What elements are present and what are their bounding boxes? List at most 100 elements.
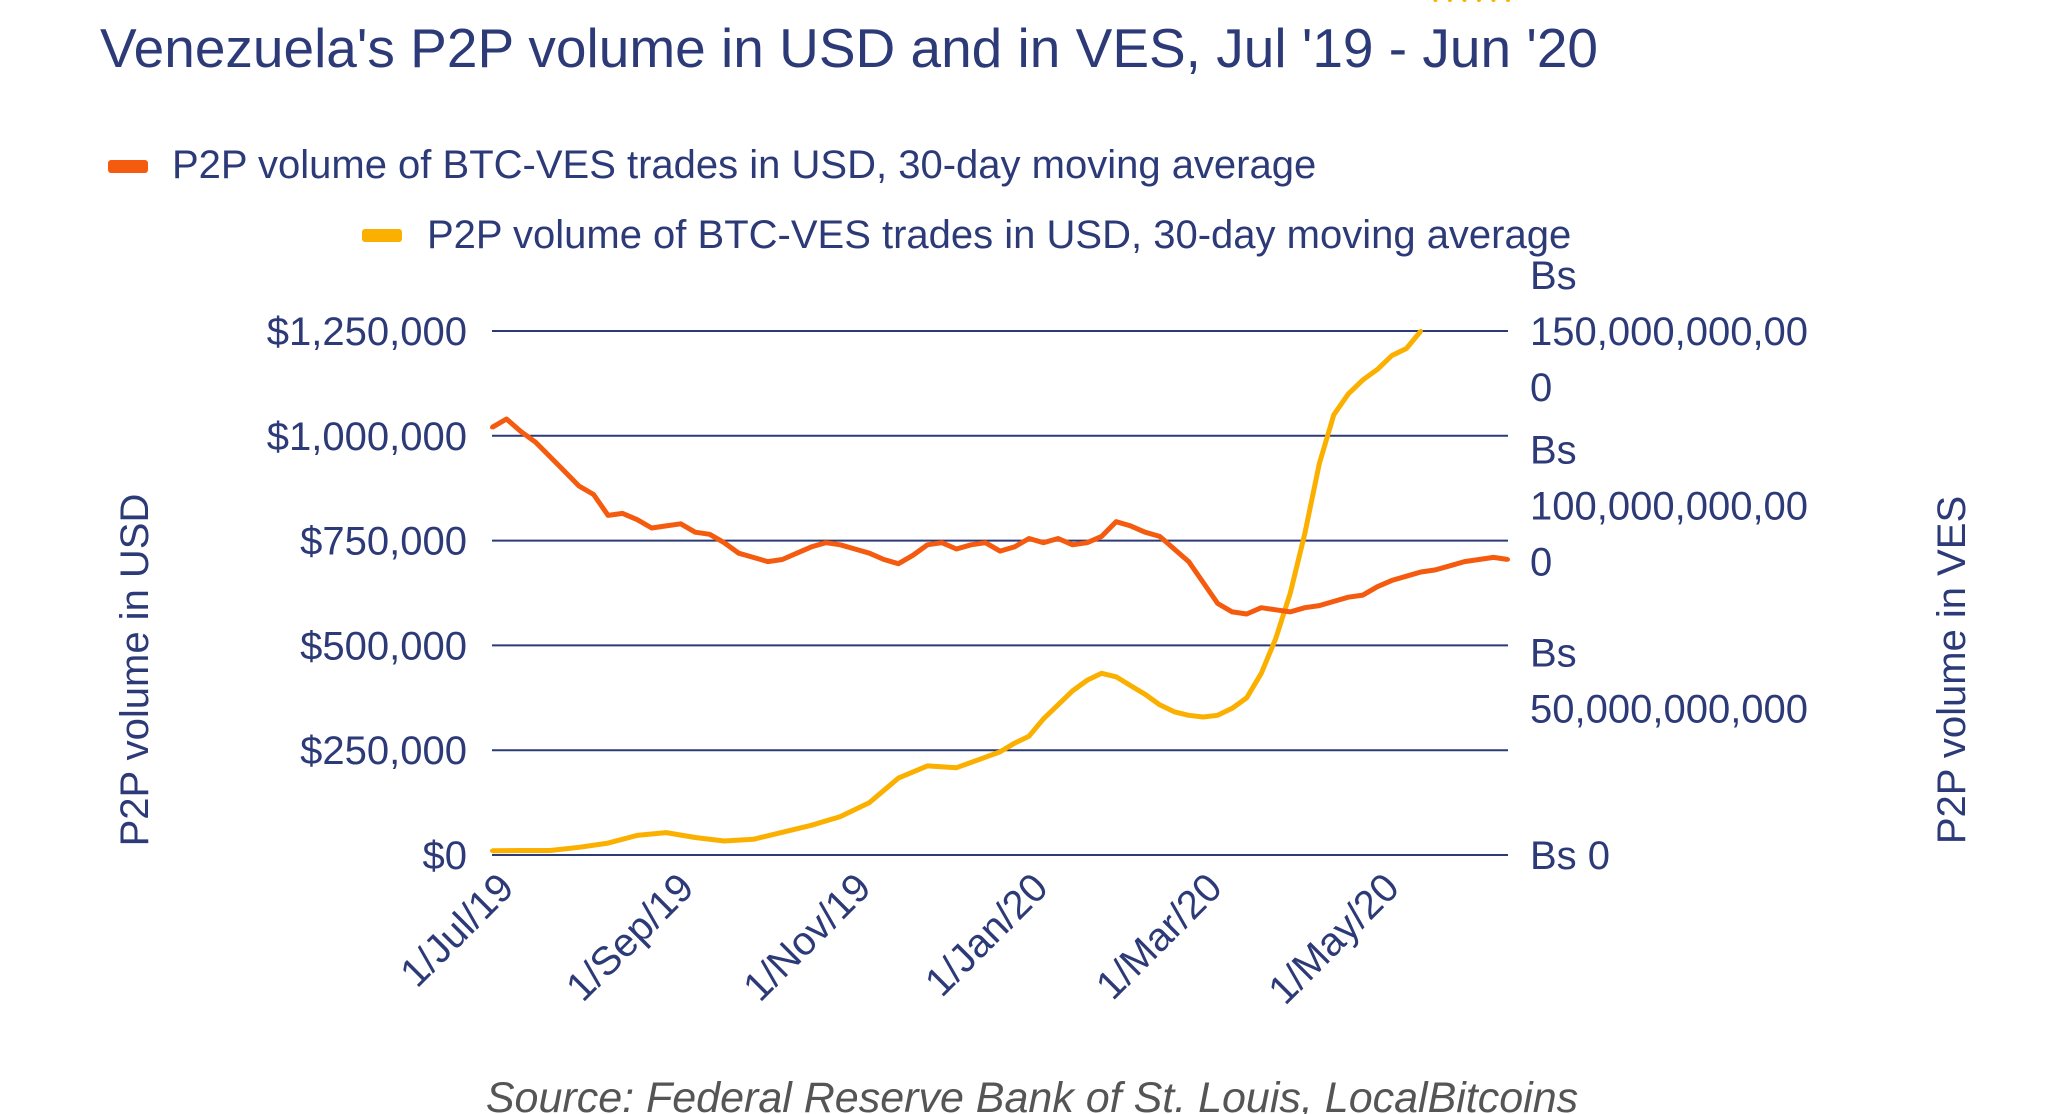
data-point-usd — [751, 555, 756, 560]
data-point-usd — [533, 440, 538, 445]
data-point-ves — [1056, 702, 1061, 707]
data-point-ves — [1230, 706, 1235, 711]
data-point-usd — [1186, 559, 1191, 564]
series-line-ves — [491, 329, 1423, 854]
data-point-ves — [548, 848, 553, 853]
y-right-tick-label: Bs — [1530, 254, 1577, 298]
data-point-usd — [664, 523, 669, 528]
data-point-usd — [852, 546, 857, 551]
data-point-usd — [1360, 593, 1365, 598]
y-left-tick-label: $250,000 — [300, 729, 467, 773]
y-right-tick-label: Bs 0 — [1530, 834, 1610, 878]
legend-swatch-ves — [362, 229, 402, 242]
legend-label-usd: P2P volume of BTC-VES trades in USD, 30-… — [172, 143, 1316, 187]
data-point-usd — [1331, 599, 1336, 604]
data-point-usd — [577, 484, 582, 489]
data-point-ves — [867, 800, 872, 805]
data-point-usd — [998, 549, 1002, 554]
data-point-ves — [1259, 671, 1264, 676]
data-point-ves — [1012, 741, 1017, 746]
data-point-ves — [1360, 377, 1365, 382]
data-point-ves — [1099, 671, 1104, 676]
data-point-ves — [664, 830, 669, 835]
data-point-usd — [504, 417, 509, 422]
data-point-ves — [490, 848, 494, 853]
data-point-usd — [765, 559, 770, 564]
data-point-ves — [998, 749, 1002, 754]
data-point-ves — [1201, 715, 1206, 720]
data-point-ves — [983, 755, 988, 760]
data-point-ves — [1186, 713, 1191, 718]
data-point-usd — [1273, 607, 1278, 612]
gridlines — [492, 330, 1508, 856]
data-point-usd — [1070, 542, 1075, 547]
data-point-usd — [1201, 580, 1206, 585]
y-left-tick-label: $1,000,000 — [267, 415, 467, 459]
data-point-usd — [519, 429, 524, 434]
data-point-ves — [1506, 0, 1510, 2]
x-axis: 1/Jul/19 1/Sep/19 1/Nov/19 1/Jan/20 1/Mar/20… — [392, 865, 1408, 1012]
y-axis-right-title: P2P volume in VES — [1930, 496, 1974, 844]
x-tick-label: 1/Jan/20 — [917, 865, 1057, 1005]
data-point-usd — [1491, 555, 1496, 560]
y-right-tick-label: 50,000,000,000 — [1530, 687, 1808, 731]
data-point-ves — [1462, 0, 1467, 2]
data-point-usd — [809, 544, 814, 549]
data-point-ves — [1085, 678, 1090, 683]
data-point-usd — [1259, 605, 1264, 610]
data-point-ves — [1346, 391, 1351, 396]
x-tick-label: 1/Nov/19 — [735, 865, 879, 1009]
data-point-usd — [678, 521, 683, 526]
data-point-usd — [925, 542, 930, 547]
data-point-usd — [693, 530, 698, 535]
data-point-ves — [1288, 591, 1293, 595]
data-point-usd — [1433, 567, 1438, 572]
data-point-usd — [635, 517, 640, 522]
y-axis-right: Bs 0 Bs 50,000,000,000 Bs 100,000,000,00 0 Bs 1… — [1530, 254, 1808, 878]
data-point-ves — [954, 765, 959, 770]
data-point-usd — [1317, 603, 1322, 608]
data-point-usd — [1172, 546, 1177, 551]
series-layer — [490, 0, 1510, 854]
data-point-ves — [519, 848, 524, 853]
data-point-usd — [1244, 611, 1249, 616]
data-point-usd — [1288, 609, 1293, 614]
data-point-ves — [838, 814, 843, 819]
data-point-usd — [606, 513, 611, 518]
data-point-ves — [1244, 695, 1249, 700]
data-point-ves — [635, 833, 640, 838]
data-point-usd — [1143, 530, 1148, 535]
data-point-usd — [939, 540, 944, 545]
data-point-usd — [823, 540, 828, 545]
y-right-tick-label: 0 — [1530, 366, 1552, 410]
series-line-usd — [490, 416, 1509, 617]
y-axis-left-title: P2P volume in USD — [113, 494, 157, 847]
data-point-usd — [490, 425, 494, 430]
legend-swatch-usd — [108, 160, 148, 173]
data-point-ves — [1404, 346, 1409, 351]
y-right-tick-label: Bs — [1530, 429, 1577, 473]
data-point-ves — [1215, 713, 1220, 718]
data-point-ves — [722, 839, 727, 844]
data-point-ves — [1128, 683, 1133, 688]
x-tick-label: 1/Sep/19 — [558, 865, 702, 1009]
data-point-ves — [1143, 692, 1148, 697]
data-point-usd — [1389, 578, 1394, 583]
data-point-usd — [968, 542, 973, 547]
data-point-usd — [1375, 584, 1380, 589]
data-point-usd — [1099, 534, 1104, 539]
data-point-usd — [1447, 563, 1452, 568]
x-tick-label: 1/Jul/19 — [392, 865, 522, 995]
data-point-usd — [910, 553, 915, 558]
data-point-ves — [925, 763, 930, 768]
data-point-usd — [1085, 540, 1090, 545]
data-point-usd — [983, 540, 988, 545]
y-left-tick-label: $500,000 — [300, 624, 467, 668]
data-point-usd — [620, 511, 625, 516]
data-point-ves — [693, 835, 698, 840]
data-point-ves — [606, 841, 611, 846]
y-axis-left: $0 $250,000 $500,000 $750,000 $1,000,000 $1,2… — [267, 310, 467, 878]
data-point-usd — [1215, 601, 1220, 606]
y-left-tick-label: $1,250,000 — [267, 310, 467, 354]
